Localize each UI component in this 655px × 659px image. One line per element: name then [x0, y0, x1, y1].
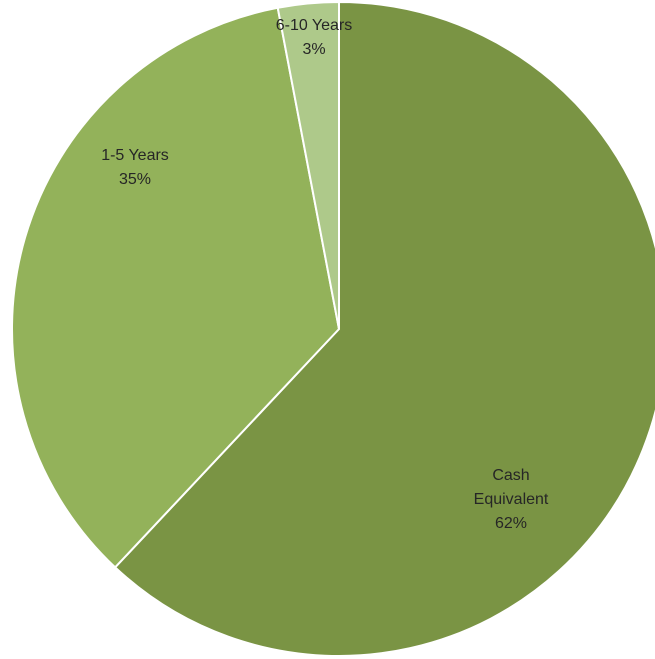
- pie-slices: [11, 1, 655, 657]
- data-label-line: 1-5 Years: [101, 147, 169, 164]
- pie-labels: Cash Equivalent 62% 1-5 Years 35% 6-10 Years 3…: [101, 17, 549, 532]
- pie-slice-6-10-years: [276, 1, 340, 330]
- data-label-1-5-years: 1-5 Years 35%: [101, 147, 169, 188]
- data-label-line: Equivalent: [474, 491, 549, 508]
- pie-slice-cash-equivalent: [114, 1, 655, 657]
- data-label-line: 35%: [119, 171, 151, 188]
- data-label-line: 62%: [495, 515, 527, 532]
- data-label-line: 3%: [302, 41, 325, 58]
- data-label-cash-equivalent: Cash Equivalent 62%: [474, 467, 549, 532]
- data-label-line: Cash: [492, 467, 529, 484]
- data-label-6-10-years: 6-10 Years 3%: [276, 17, 353, 58]
- data-label-line: 6-10 Years: [276, 17, 353, 34]
- pie-slice-1-5-years: [11, 6, 340, 569]
